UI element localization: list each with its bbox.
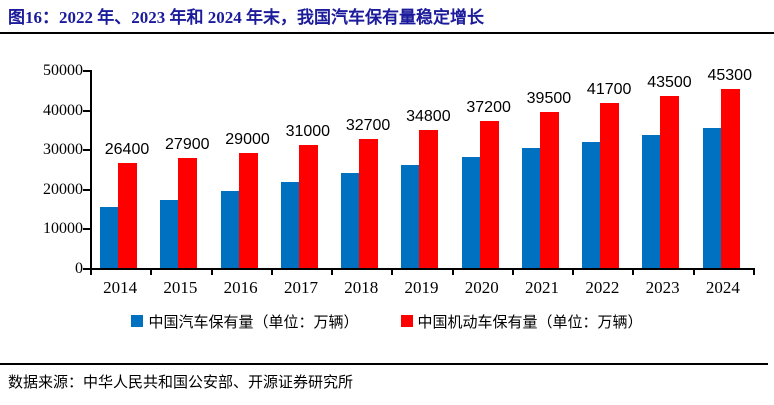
- bar-motor-vehicle-2021: [539, 111, 559, 268]
- legend-item-motor-vehicle-ownership: 中国机动车保有量（单位：万辆）: [400, 311, 643, 332]
- data-source-note: 数据来源：中华人民共和国公安部、开源证券研究所: [8, 375, 354, 391]
- x-axis-tick: [391, 270, 394, 275]
- bar-motor-vehicle-2014: [118, 163, 137, 268]
- y-axis-tick: [83, 228, 90, 231]
- legend-item-car-ownership: 中国汽车保有量（单位：万辆）: [131, 311, 359, 332]
- title-divider: [0, 32, 774, 34]
- bar-data-label-2022: 41700: [586, 80, 632, 98]
- x-axis-tick: [210, 270, 213, 275]
- x-tick-label-2014: 2014: [103, 278, 138, 297]
- bar-motor-vehicle-2019: [419, 130, 439, 268]
- x-axis-tick: [511, 270, 514, 275]
- x-axis-tick: [90, 270, 92, 275]
- bar-car-ownership-2015: [160, 199, 179, 268]
- bar-data-label-2019: 34800: [406, 108, 451, 126]
- bar-motor-vehicle-2017: [298, 145, 318, 268]
- x-tick-label-2020: 2020: [464, 278, 499, 297]
- bar-data-label-2015: 27900: [165, 135, 210, 153]
- bar-car-ownership-2022: [582, 141, 601, 268]
- bar-car-ownership-2024: [702, 128, 721, 268]
- y-axis-tick: [83, 109, 90, 112]
- x-tick-label-2023: 2023: [645, 278, 680, 297]
- x-tick-label-2022: 2022: [585, 278, 620, 297]
- x-axis-tick: [692, 270, 695, 275]
- bar-chart: 0 10000 20000 30000 40000 50000 26400 2014 27900…: [0, 34, 774, 297]
- legend-swatch-red-icon: [400, 315, 413, 327]
- bar-data-label-2014: 26400: [104, 141, 150, 159]
- y-tick-label: 40000: [43, 101, 83, 119]
- bar-data-label-2021: 39500: [526, 89, 572, 107]
- bar-car-ownership-2018: [341, 172, 360, 268]
- figure-title: 图16：2022 年、2023 年和 2024 年末，我国汽车保有量稳定增长: [8, 8, 484, 27]
- bar-car-ownership-2020: [461, 156, 480, 268]
- bar-motor-vehicle-2023: [660, 95, 680, 268]
- bar-motor-vehicle-2016: [238, 153, 258, 268]
- x-tick-label-2019: 2019: [404, 278, 439, 297]
- bar-data-label-2017: 31000: [285, 123, 331, 141]
- chart-legend: 中国汽车保有量（单位：万辆） 中国机动车保有量（单位：万辆）: [0, 310, 774, 332]
- bar-data-label-2023: 43500: [647, 73, 692, 91]
- x-tick-label-2016: 2016: [223, 278, 258, 297]
- y-tick-label: 30000: [43, 141, 83, 159]
- y-tick-label: 50000: [43, 62, 83, 79]
- y-axis-tick: [83, 70, 90, 72]
- bar-car-ownership-2023: [642, 134, 661, 268]
- y-tick-label: 10000: [43, 220, 83, 238]
- x-axis-tick: [150, 270, 153, 275]
- bar-car-ownership-2021: [521, 148, 540, 268]
- x-tick-label-2024: 2024: [705, 278, 740, 297]
- x-axis-tick: [451, 270, 454, 275]
- legend-label-motor-vehicle-ownership: 中国机动车保有量（单位：万辆）: [417, 314, 643, 331]
- bar-motor-vehicle-2022: [600, 102, 620, 268]
- x-tick-label-2021: 2021: [525, 278, 560, 297]
- y-tick-label: 0: [75, 260, 83, 277]
- y-axis-tick: [83, 188, 90, 191]
- source-divider: [0, 363, 768, 365]
- bar-car-ownership-2017: [280, 182, 299, 268]
- bar-car-ownership-2019: [401, 164, 420, 268]
- legend-label-car-ownership: 中国汽车保有量（单位：万辆）: [148, 314, 359, 331]
- bar-motor-vehicle-2015: [178, 157, 198, 268]
- x-tick-label-2015: 2015: [163, 278, 198, 297]
- x-axis-tick: [753, 270, 755, 275]
- bar-motor-vehicle-2020: [479, 120, 499, 268]
- bar-motor-vehicle-2024: [720, 88, 740, 268]
- bar-car-ownership-2016: [220, 191, 239, 268]
- bar-data-label-2018: 32700: [345, 116, 391, 134]
- x-tick-label-2017: 2017: [283, 278, 318, 297]
- y-axis-line: [90, 70, 92, 268]
- bar-data-label-2024: 45300: [707, 66, 752, 84]
- bar-data-label-2016: 29000: [225, 131, 270, 149]
- bar-data-label-2020: 37200: [466, 98, 511, 116]
- x-axis-tick: [572, 270, 575, 275]
- y-tick-label: 20000: [43, 180, 83, 198]
- x-axis-tick: [270, 270, 273, 275]
- x-axis-line: [90, 268, 755, 270]
- legend-swatch-blue-icon: [131, 315, 144, 327]
- x-axis-tick: [632, 270, 635, 275]
- y-axis-tick: [83, 268, 90, 270]
- x-axis-tick: [331, 270, 334, 275]
- x-tick-label-2018: 2018: [344, 278, 379, 297]
- bar-motor-vehicle-2018: [359, 138, 379, 268]
- y-axis-tick: [83, 149, 90, 152]
- bar-car-ownership-2014: [100, 207, 118, 268]
